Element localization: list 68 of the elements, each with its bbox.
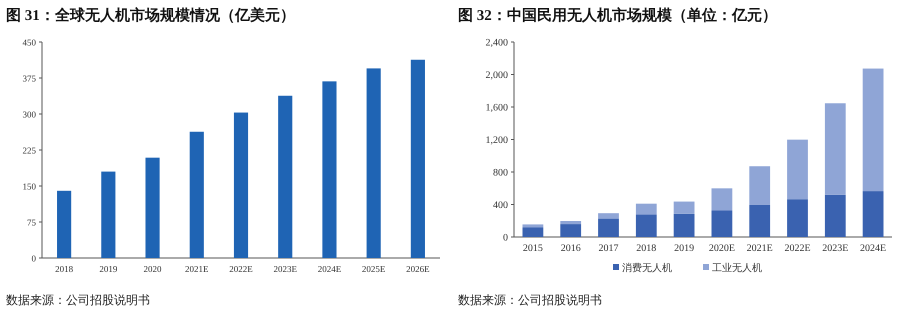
y-tick-label: 0 bbox=[32, 254, 36, 264]
bar bbox=[522, 224, 544, 228]
x-tick-label: 2022E bbox=[784, 243, 811, 254]
x-tick-label: 2024E bbox=[860, 243, 886, 254]
bar bbox=[366, 68, 381, 258]
y-tick-label: 400 bbox=[493, 200, 508, 211]
bar bbox=[824, 103, 846, 195]
x-tick-label: 2023E bbox=[273, 264, 298, 274]
bar bbox=[522, 227, 544, 237]
bar bbox=[787, 140, 808, 200]
y-tick-label: 2,000 bbox=[486, 70, 508, 81]
bar bbox=[712, 188, 732, 210]
bar bbox=[749, 166, 770, 205]
bar bbox=[278, 96, 292, 258]
bar bbox=[322, 81, 337, 258]
x-tick-label: 2022E bbox=[229, 264, 254, 274]
y-tick-label: 450 bbox=[22, 38, 36, 48]
x-tick-label: 2018 bbox=[636, 243, 656, 254]
bar bbox=[787, 199, 808, 237]
bar bbox=[234, 112, 248, 258]
x-tick-label: 2021E bbox=[185, 264, 210, 274]
y-tick-label: 1,200 bbox=[486, 135, 508, 146]
y-tick-label: 1,600 bbox=[486, 102, 508, 114]
x-tick-label: 2021E bbox=[746, 243, 773, 254]
chart-title: 图 31：全球无人机市场规模情况（亿美元） bbox=[6, 6, 295, 24]
bar bbox=[560, 224, 582, 237]
x-tick-label: 2017 bbox=[598, 243, 618, 254]
bar bbox=[101, 172, 116, 258]
x-tick-label: 2019 bbox=[99, 264, 118, 274]
y-tick-label: 0 bbox=[503, 232, 508, 244]
bar bbox=[636, 214, 657, 237]
bar bbox=[145, 158, 160, 258]
y-tick-label: 375 bbox=[22, 74, 36, 84]
y-tick-label: 2,400 bbox=[486, 38, 508, 48]
x-tick-label: 2026E bbox=[406, 264, 430, 274]
bar bbox=[862, 191, 884, 237]
bar bbox=[862, 68, 884, 192]
y-tick-label: 225 bbox=[22, 146, 36, 156]
x-tick-label: 2015 bbox=[522, 243, 543, 254]
x-tick-label: 2019 bbox=[674, 243, 694, 254]
bar bbox=[598, 213, 619, 219]
y-tick-label: 300 bbox=[22, 110, 36, 120]
x-tick-label: 2024E bbox=[318, 264, 342, 274]
x-tick-label: 2023E bbox=[822, 243, 848, 254]
bar bbox=[674, 202, 694, 214]
bar bbox=[636, 204, 657, 215]
y-tick-label: 150 bbox=[22, 182, 36, 192]
legend-label: 消费无人机 bbox=[622, 262, 672, 274]
bar bbox=[712, 210, 732, 237]
bar bbox=[749, 204, 770, 237]
bar bbox=[57, 190, 72, 258]
bar bbox=[190, 132, 204, 258]
bar bbox=[598, 218, 619, 237]
chart-title: 图 32：中国民用无人机市场规模（单位：亿元） bbox=[458, 6, 777, 24]
y-tick-label: 75 bbox=[27, 218, 36, 228]
x-tick-label: 2020 bbox=[144, 264, 162, 274]
x-tick-label: 2016 bbox=[560, 243, 581, 254]
bar bbox=[824, 194, 846, 237]
bar bbox=[410, 60, 425, 258]
x-tick-label: 2018 bbox=[55, 264, 74, 274]
bar bbox=[560, 220, 582, 224]
source-note: 数据来源：公司招股说明书 bbox=[458, 293, 602, 307]
x-tick-label: 2020E bbox=[708, 243, 735, 254]
legend-label: 工业无人机 bbox=[712, 262, 762, 274]
x-tick-label: 2025E bbox=[362, 264, 386, 274]
bar bbox=[674, 214, 694, 237]
y-tick-label: 800 bbox=[493, 168, 508, 178]
source-note: 数据来源：公司招股说明书 bbox=[6, 293, 150, 307]
